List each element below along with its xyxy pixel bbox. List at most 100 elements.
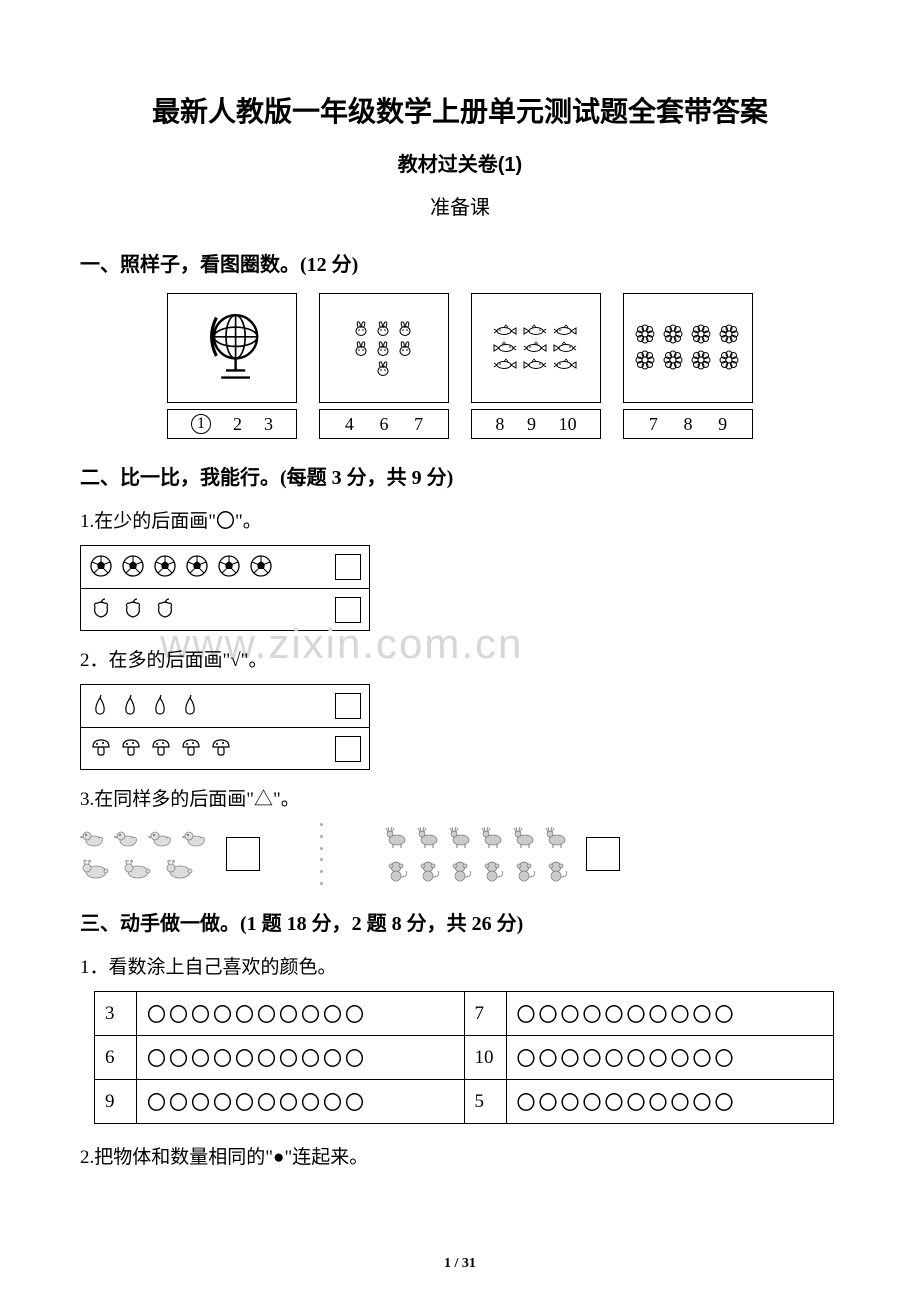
- soccer-icon: [121, 554, 147, 580]
- num: 2: [233, 414, 242, 435]
- section1-cards: 1 2 3 4 6 7: [80, 293, 840, 439]
- mushroom-icon: [209, 737, 233, 761]
- soccer-icon: [249, 554, 275, 580]
- answer-box[interactable]: [335, 554, 361, 580]
- monkey-icon: [480, 857, 506, 885]
- answer-box[interactable]: [335, 597, 361, 623]
- table-row: 9 〇〇〇〇〇〇〇〇〇〇 5 〇〇〇〇〇〇〇〇〇〇: [95, 1080, 834, 1124]
- num-cell: 5: [464, 1080, 506, 1124]
- fish-icon: [553, 324, 579, 339]
- num: 10: [559, 414, 577, 435]
- page-footer: 1 / 31: [0, 1256, 920, 1272]
- soccer-icon: [185, 554, 211, 580]
- fish-icon: [523, 324, 549, 339]
- q2-2-text: 2．在多的后面画"√"。: [80, 645, 840, 672]
- picbox-rabbits: [319, 293, 449, 403]
- num: 6: [379, 414, 388, 435]
- rabbit-head-icon: [397, 339, 415, 357]
- section3-heading: 三、动手做一做。(1 题 18 分，2 题 8 分，共 26 分): [80, 907, 840, 936]
- numbox-2: 4 6 7: [319, 409, 449, 439]
- deer-icon: [512, 823, 538, 851]
- answer-box[interactable]: [335, 736, 361, 762]
- q3-2-text: 2.把物体和数量相同的"●"连起来。: [80, 1142, 840, 1169]
- pear-icon: [89, 694, 113, 718]
- globe-icon: [202, 308, 262, 388]
- apple-icon: [153, 597, 179, 623]
- monkey-icon: [544, 857, 570, 885]
- circles-cell[interactable]: 〇〇〇〇〇〇〇〇〇〇: [506, 1036, 834, 1080]
- deer-icon: [448, 823, 474, 851]
- circles-cell[interactable]: 〇〇〇〇〇〇〇〇〇〇: [137, 1080, 465, 1124]
- monkey-icon: [384, 857, 410, 885]
- q3-right: [384, 823, 620, 885]
- flower-icon: [718, 349, 742, 373]
- q2-3-row: [80, 823, 840, 885]
- circles-cell[interactable]: 〇〇〇〇〇〇〇〇〇〇: [137, 992, 465, 1036]
- fish-icon: [493, 358, 519, 373]
- table-row: 6 〇〇〇〇〇〇〇〇〇〇 10 〇〇〇〇〇〇〇〇〇〇: [95, 1036, 834, 1080]
- flower-icon: [718, 323, 742, 347]
- picbox-flowers: [623, 293, 753, 403]
- soccer-icon: [217, 554, 243, 580]
- flower-icon: [690, 323, 714, 347]
- card-rabbits: 4 6 7: [319, 293, 449, 439]
- num-cell: 7: [464, 992, 506, 1036]
- answer-box[interactable]: [335, 693, 361, 719]
- circles-cell[interactable]: 〇〇〇〇〇〇〇〇〇〇: [506, 992, 834, 1036]
- card-globe: 1 2 3: [167, 293, 297, 439]
- num: 3: [264, 414, 273, 435]
- num-cell: 6: [95, 1036, 137, 1080]
- bunny-icon: [164, 856, 200, 882]
- fish-icon: [553, 358, 579, 373]
- pear-icon: [149, 694, 173, 718]
- num-circled: 1: [191, 414, 211, 434]
- deer-icon: [480, 823, 506, 851]
- picbox-globe: [167, 293, 297, 403]
- prep-label: 准备课: [80, 191, 840, 220]
- q2-1-block: [80, 545, 370, 631]
- q3-1-text: 1．看数涂上自己喜欢的颜色。: [80, 952, 840, 979]
- num-cell: 9: [95, 1080, 137, 1124]
- pear-icon: [119, 694, 143, 718]
- card-flowers: 7 8 9: [623, 293, 753, 439]
- flower-icon: [662, 349, 686, 373]
- mushroom-icon: [179, 737, 203, 761]
- flower-icon: [634, 349, 658, 373]
- mushroom-icon: [149, 737, 173, 761]
- flower-icon: [634, 323, 658, 347]
- table-row: 3 〇〇〇〇〇〇〇〇〇〇 7 〇〇〇〇〇〇〇〇〇〇: [95, 992, 834, 1036]
- deer-icon: [384, 823, 410, 851]
- numbox-4: 7 8 9: [623, 409, 753, 439]
- mushroom-icon: [89, 737, 113, 761]
- fish-icon: [493, 341, 519, 356]
- monkey-icon: [448, 857, 474, 885]
- color-circles-table: 3 〇〇〇〇〇〇〇〇〇〇 7 〇〇〇〇〇〇〇〇〇〇 6 〇〇〇〇〇〇〇〇〇〇 1…: [94, 991, 834, 1124]
- bunny-icon: [80, 856, 116, 882]
- numbox-1: 1 2 3: [167, 409, 297, 439]
- duck-icon: [148, 826, 176, 850]
- circles-cell[interactable]: 〇〇〇〇〇〇〇〇〇〇: [506, 1080, 834, 1124]
- q2-3-text: 3.在同样多的后面画"△"。: [80, 784, 840, 811]
- flower-icon: [662, 323, 686, 347]
- num: 7: [649, 414, 658, 435]
- num-cell: 10: [464, 1036, 506, 1080]
- rabbit-head-icon: [375, 339, 393, 357]
- pear-icon: [179, 694, 203, 718]
- answer-box[interactable]: [586, 837, 620, 871]
- divider-dots: [320, 823, 324, 885]
- soccer-icon: [89, 554, 115, 580]
- apple-icon: [89, 597, 115, 623]
- rabbit-head-icon: [375, 319, 393, 337]
- card-fish: 8 9 10: [471, 293, 601, 439]
- fish-icon: [553, 341, 579, 356]
- answer-box[interactable]: [226, 837, 260, 871]
- picbox-fish: [471, 293, 601, 403]
- subtitle: 教材过关卷(1): [80, 148, 840, 177]
- num: 9: [718, 414, 727, 435]
- rabbit-head-icon: [397, 319, 415, 337]
- section1-heading: 一、照样子，看图圈数。(12 分): [80, 248, 840, 277]
- num: 4: [345, 414, 354, 435]
- circles-cell[interactable]: 〇〇〇〇〇〇〇〇〇〇: [137, 1036, 465, 1080]
- fish-icon: [493, 324, 519, 339]
- q2-2-block: [80, 684, 370, 770]
